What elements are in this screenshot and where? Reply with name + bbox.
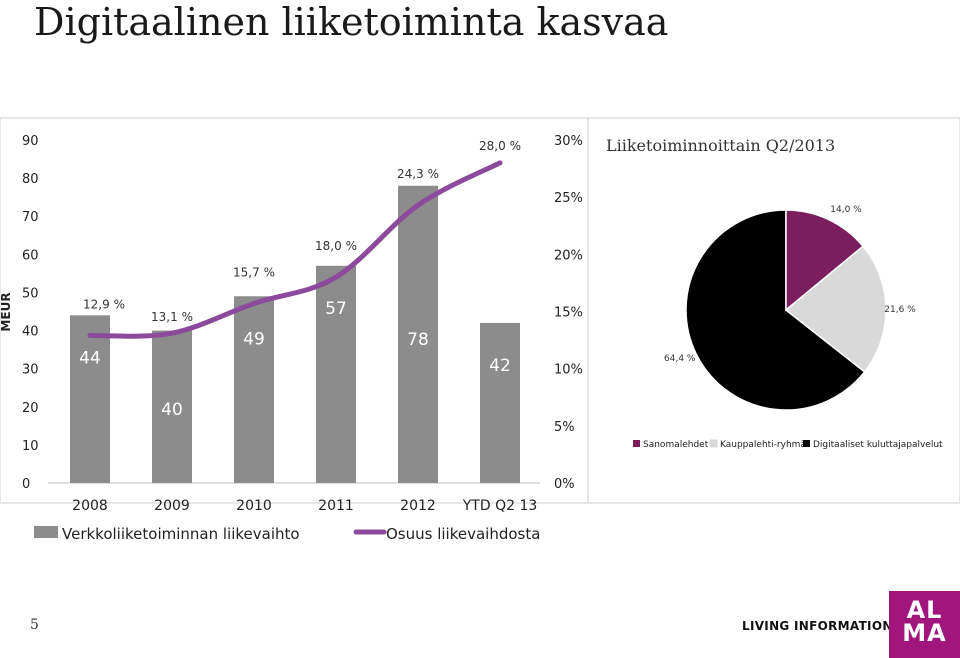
pie-slice-label: 64,4 % xyxy=(664,354,696,364)
y-tick-label: 50 xyxy=(22,286,39,301)
y-tick-label: 40 xyxy=(22,325,39,340)
y2-tick-label: 0% xyxy=(554,477,575,492)
tagline: LIVING INFORMATION xyxy=(742,619,893,633)
y-tick-label: 30 xyxy=(22,363,39,378)
y2-tick-label: 25% xyxy=(554,191,583,206)
pie-legend-swatch xyxy=(633,440,640,447)
x-tick-label: 2009 xyxy=(154,498,190,514)
page-number: 5 xyxy=(30,617,39,633)
pie-slice xyxy=(784,245,887,373)
line-data-label: 13,1 % xyxy=(151,310,193,324)
pie-slice xyxy=(785,209,865,312)
bar xyxy=(70,315,110,483)
y2-tick-label: 10% xyxy=(554,363,583,378)
line-data-label: 18,0 % xyxy=(315,239,357,253)
x-tick-label: YTD Q2 13 xyxy=(462,498,538,514)
x-tick-label: 2010 xyxy=(236,498,272,514)
line-data-label: 15,7 % xyxy=(233,265,275,279)
y-tick-label: 60 xyxy=(22,248,39,263)
y2-tick-label: 15% xyxy=(554,306,583,321)
bar-data-label: 42 xyxy=(489,356,511,376)
x-tick-label: 2008 xyxy=(72,498,108,514)
chart-plot-border xyxy=(0,117,960,504)
y-tick-label: 80 xyxy=(22,172,39,187)
charts-canvas: MEUR 0 10 20 30 40 50 60 70 80 90 0% 5% 10% 15% 20% 25%… xyxy=(0,117,960,543)
y-tick-label: 70 xyxy=(22,210,39,225)
share-line xyxy=(87,160,503,339)
y2-tick-label: 5% xyxy=(554,420,575,435)
x-tick-label: 2011 xyxy=(318,498,354,514)
pie-legend-label: Digitaaliset kuluttajapalvelut xyxy=(813,440,943,450)
y-tick-label: 20 xyxy=(22,401,39,416)
pie-slice xyxy=(685,209,866,411)
pie-legend-label: Sanomalehdet xyxy=(643,440,709,450)
pie-slice-label: 14,0 % xyxy=(830,205,862,215)
pie-legend-label: Kauppalehti-ryhmä xyxy=(720,440,806,450)
y-tick-label: 90 xyxy=(22,134,39,149)
bar xyxy=(316,265,356,483)
line-data-label: 24,3 % xyxy=(397,167,439,181)
bar-data-label: 57 xyxy=(325,299,347,319)
y2-tick-label: 30% xyxy=(554,134,583,149)
bar-data-label: 40 xyxy=(161,400,183,420)
pie-legend-swatch xyxy=(709,439,718,448)
bar-data-label: 78 xyxy=(407,330,429,350)
y2-tick-label: 20% xyxy=(554,248,583,263)
y-axis-title: MEUR xyxy=(0,292,13,331)
y-tick-label: 10 xyxy=(22,439,39,454)
bar xyxy=(152,330,192,483)
line-data-label: 12,9 % xyxy=(83,298,125,312)
bar xyxy=(234,296,274,483)
pie-slice-label: 21,6 % xyxy=(884,305,916,315)
pie-legend-swatch xyxy=(803,440,810,447)
pie-title: Liiketoiminnoittain Q2/2013 xyxy=(606,136,835,155)
legend-label-line: Osuus liikevaihdosta xyxy=(386,525,540,543)
x-tick-label: 2012 xyxy=(400,498,436,514)
y-tick-label: 0 xyxy=(22,477,30,492)
bar-data-label: 49 xyxy=(243,329,265,349)
bar xyxy=(398,185,438,483)
legend-swatch-bar xyxy=(34,526,58,538)
legend-label-bar: Verkkoliiketoiminnan liikevaihto xyxy=(62,525,300,543)
bar xyxy=(480,322,520,483)
brand-logo: AL MA xyxy=(889,591,960,658)
slide-title: Digitaalinen liiketoiminta kasvaa xyxy=(34,0,669,44)
line-data-label: 28,0 % xyxy=(479,139,521,153)
bar-data-label: 44 xyxy=(79,348,101,368)
